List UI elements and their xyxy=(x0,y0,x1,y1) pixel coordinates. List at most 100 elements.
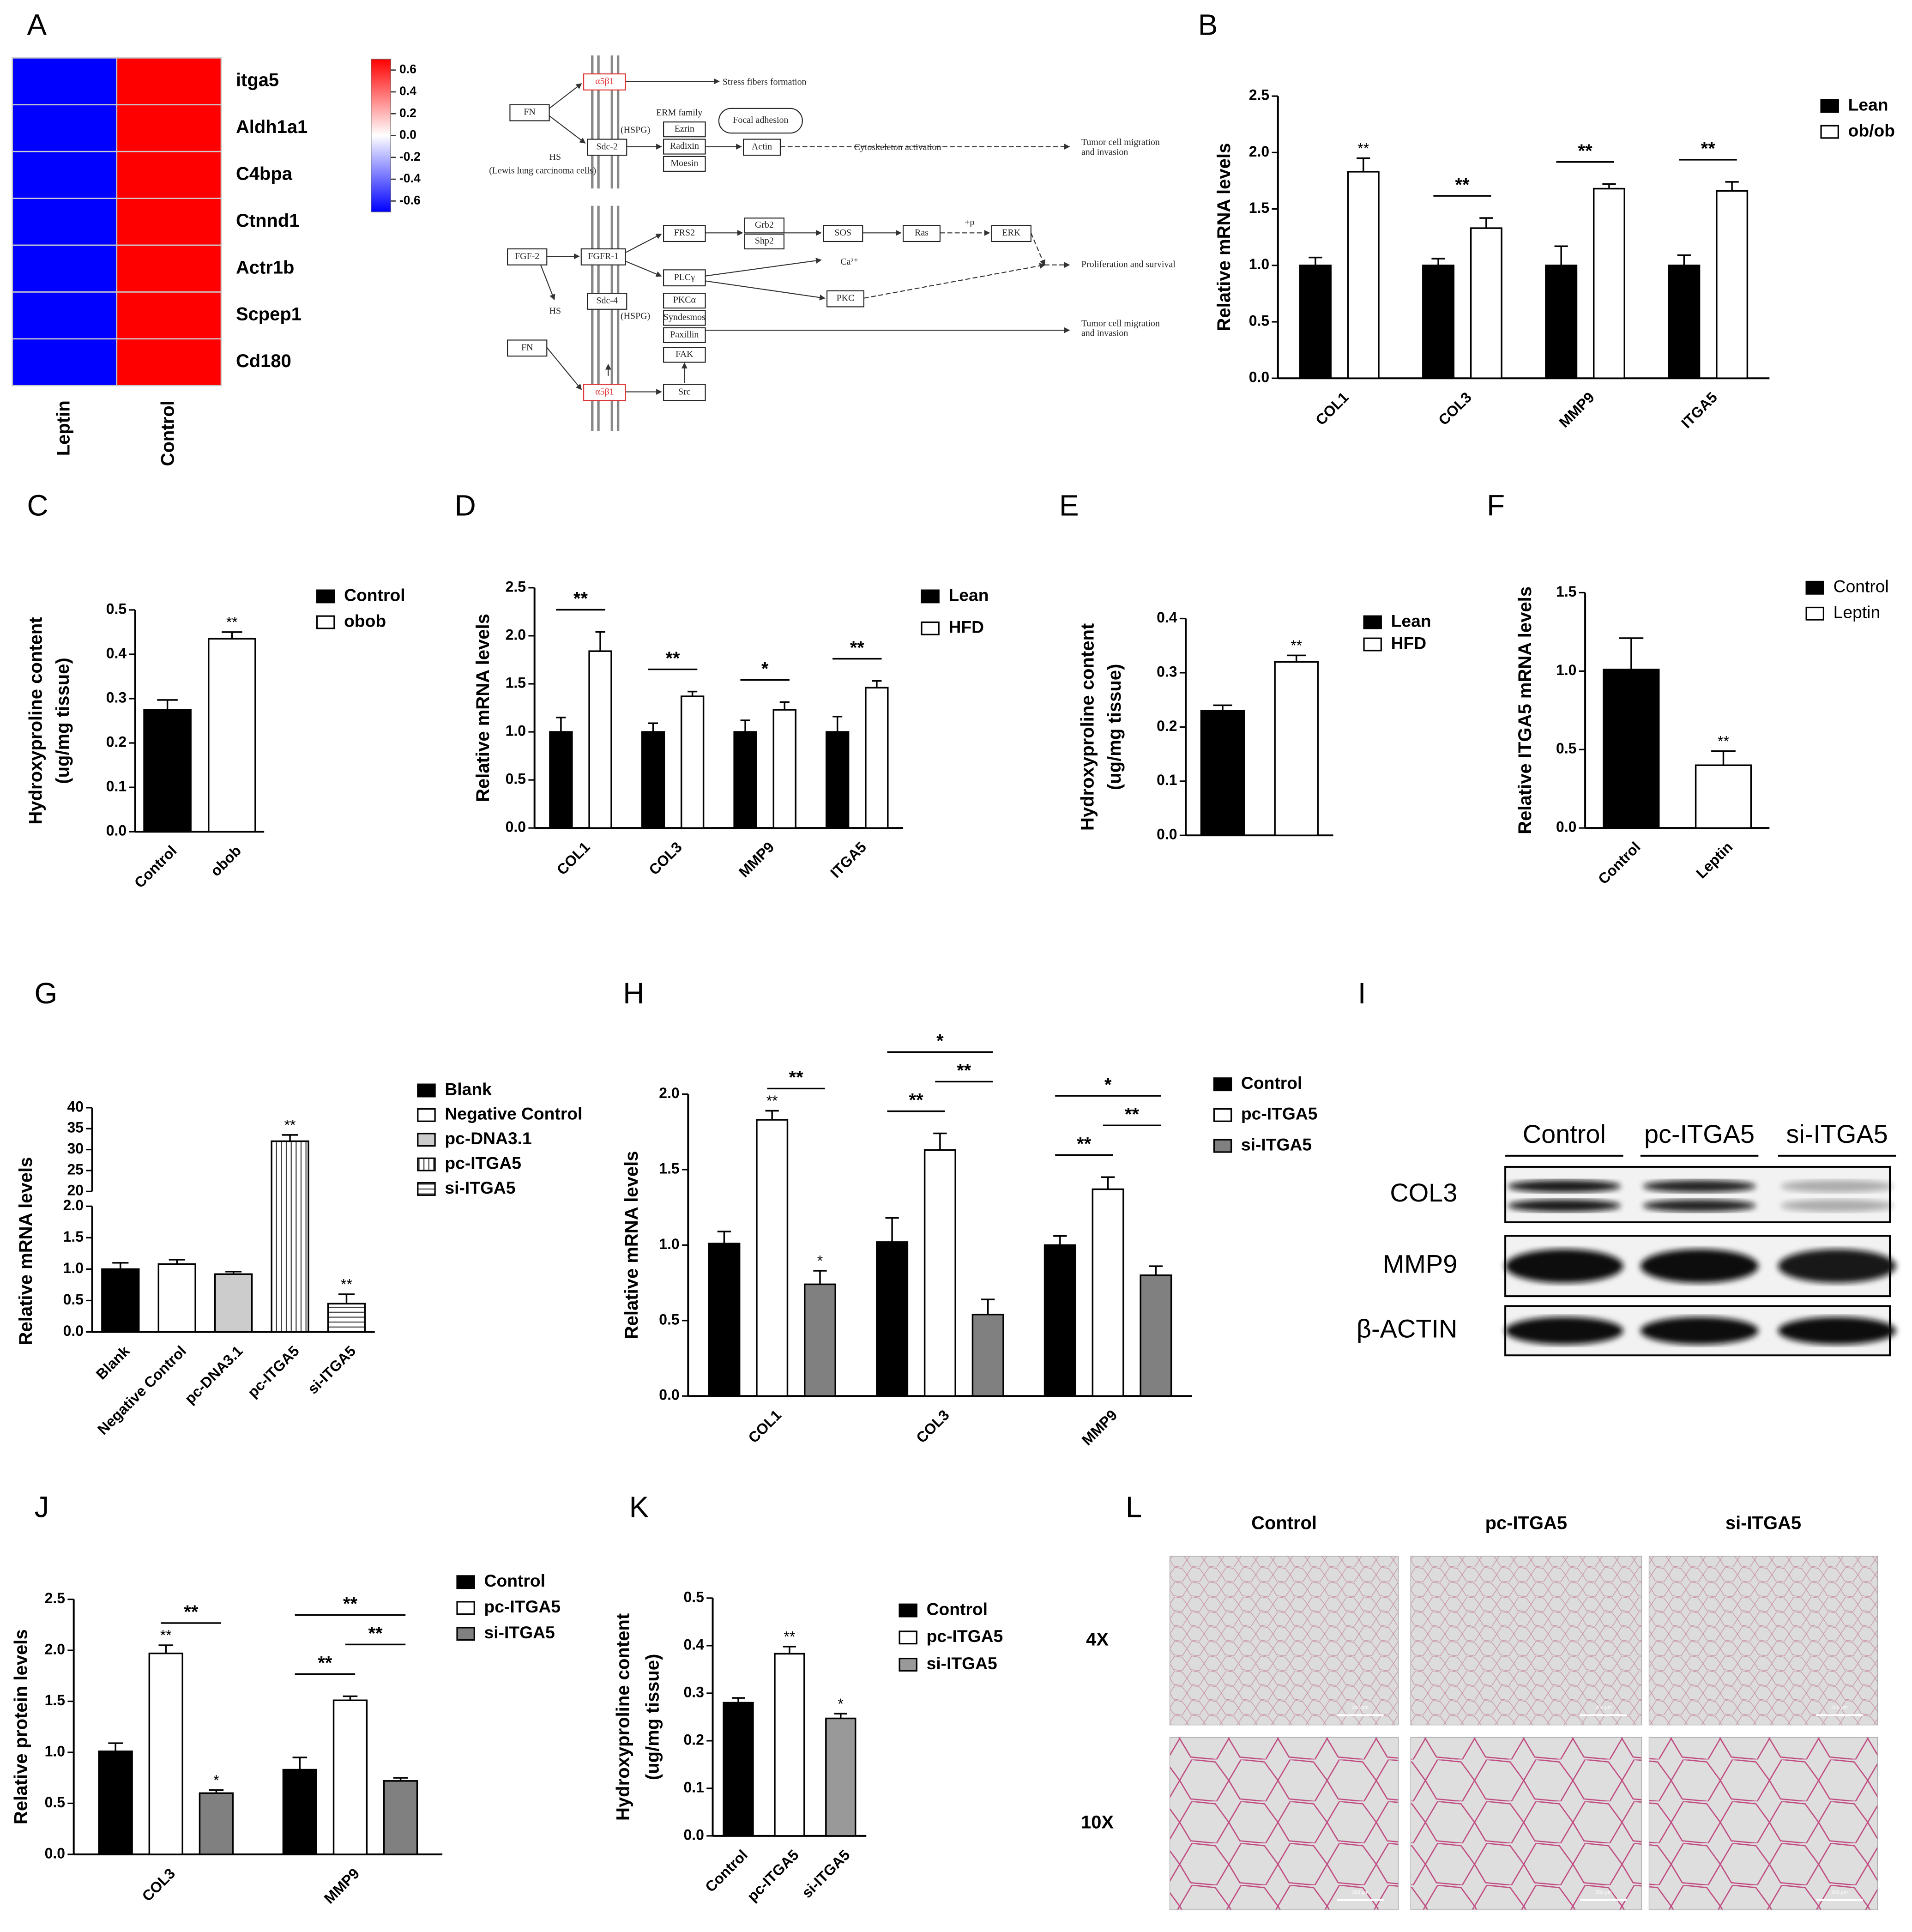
pathway-text: +p xyxy=(965,217,974,228)
pathway-text: Syndesmos xyxy=(663,312,706,322)
bar xyxy=(876,1241,909,1397)
pathway-text: Radixin xyxy=(670,141,699,151)
row-label: C4bpa xyxy=(236,163,293,184)
bar xyxy=(723,1702,754,1837)
bracket-label: ** xyxy=(666,648,681,669)
legend-swatch xyxy=(899,1658,917,1672)
histology-image xyxy=(1169,1556,1399,1726)
panel-label: A xyxy=(27,8,47,42)
pathway-text: ERK xyxy=(1002,228,1020,238)
bar xyxy=(1603,669,1660,829)
x-tick-label: COL3 xyxy=(913,1407,953,1446)
histology-column-label: pc-ITGA5 xyxy=(1485,1513,1567,1533)
x-tick-label: ITGA5 xyxy=(1678,389,1720,431)
blot-band xyxy=(1643,1199,1756,1212)
pathway-arrow xyxy=(705,258,822,277)
pathway-text: PKC xyxy=(837,293,855,303)
y-axis-label: (ug/mg tissue) xyxy=(53,658,73,784)
bar xyxy=(803,1283,836,1397)
pathway-text: Ca²⁺ xyxy=(840,257,858,267)
legend-label: pc-ITGA5 xyxy=(927,1626,1003,1646)
legend-label: Leptin xyxy=(1834,603,1880,622)
y-tick-label: 0.2 xyxy=(106,733,127,750)
bar xyxy=(708,1243,741,1397)
x-tick-label: pc-DNA3.1 xyxy=(181,1342,246,1407)
y-tick-label: 0.0 xyxy=(684,1826,704,1843)
y-tick-label: 1.5 xyxy=(1249,199,1269,216)
bar xyxy=(549,731,573,829)
bar xyxy=(98,1751,133,1855)
legend-label: Control xyxy=(927,1599,988,1618)
y-tick-label: 25 xyxy=(67,1161,84,1177)
colorbar-tick-label: -0.4 xyxy=(399,171,421,185)
pathway-text: FN xyxy=(521,342,533,352)
heatmap-cell xyxy=(116,338,222,386)
blot-band xyxy=(1780,1180,1894,1193)
blot-column-label: Control xyxy=(1523,1119,1606,1148)
pathway-text: α5β1 xyxy=(595,386,614,397)
pathway-text: FGFR-1 xyxy=(588,251,619,261)
bar xyxy=(332,1699,368,1855)
y-tick-label: 0.5 xyxy=(506,770,526,787)
row-label: Cd180 xyxy=(236,351,291,371)
y-axis-label: (ug/mg tissue) xyxy=(1104,664,1125,791)
legend-swatch xyxy=(417,1083,436,1098)
legend-label: Control xyxy=(344,585,405,604)
legend-label: obob xyxy=(344,611,386,630)
bar xyxy=(826,731,850,829)
y-axis-label: Relative mRNA levels xyxy=(473,614,493,802)
colorbar-tick-label: 0.2 xyxy=(399,106,416,120)
legend-label: Control xyxy=(1834,577,1889,596)
legend-swatch xyxy=(417,1182,436,1196)
heatmap-cell xyxy=(12,198,118,246)
colorbar xyxy=(371,59,391,212)
legend-label: si-ITGA5 xyxy=(927,1654,997,1673)
pathway-arrow xyxy=(549,115,586,144)
x-tick-label: obob xyxy=(207,842,245,880)
heatmap-cell xyxy=(12,57,118,106)
y-tick-label: 2.0 xyxy=(1249,143,1269,160)
legend-swatch xyxy=(1213,1139,1232,1153)
histology-column-label: si-ITGA5 xyxy=(1725,1513,1801,1533)
bar xyxy=(1716,190,1749,379)
legend-swatch xyxy=(456,1601,475,1615)
blot-band xyxy=(1640,1249,1759,1283)
pathway-text: Focal adhesion xyxy=(733,115,788,125)
legend-label: pc-ITGA5 xyxy=(1241,1104,1318,1123)
heatmap-cell xyxy=(116,151,222,199)
colorbar-tick-label: -0.2 xyxy=(399,150,421,163)
panel-label: H xyxy=(623,977,644,1010)
pathway-text: HS xyxy=(549,306,561,316)
y-tick-label: 2.0 xyxy=(45,1641,65,1657)
legend-swatch xyxy=(417,1157,436,1171)
bar xyxy=(1299,265,1332,379)
bar xyxy=(208,638,256,833)
y-tick-label: 0.0 xyxy=(1249,369,1269,386)
bracket-label: ** xyxy=(1578,141,1593,161)
pathway-arrow xyxy=(625,260,662,277)
pathway-text: (HSPG) xyxy=(621,125,650,135)
panel-label: L xyxy=(1126,1491,1142,1524)
panel-label: E xyxy=(1059,489,1079,522)
pathway-arrow xyxy=(863,263,1046,299)
pathway-text: Paxillin xyxy=(670,329,699,339)
pathway-node xyxy=(826,290,864,308)
pathway-text: and invasion xyxy=(1081,328,1128,338)
histology-column-label: Control xyxy=(1251,1513,1317,1533)
bar xyxy=(1274,661,1319,836)
x-tick-label: COL3 xyxy=(645,839,685,878)
legend-swatch xyxy=(316,615,335,629)
pathway-text: Ras xyxy=(915,228,929,238)
blot-frame xyxy=(1504,1165,1891,1224)
legend-swatch xyxy=(456,1627,475,1641)
y-tick-label: 0.0 xyxy=(63,1322,84,1339)
significance: ** xyxy=(766,1093,778,1109)
heatmap-cell xyxy=(116,57,222,106)
pathway-text: Ezrin xyxy=(675,124,694,134)
pathway-text: Sdc-2 xyxy=(596,141,618,151)
bracket-label: ** xyxy=(1701,139,1716,159)
pathway-text: Sdc-4 xyxy=(596,296,618,306)
x-tick-label: Leptin xyxy=(1693,839,1736,881)
bar xyxy=(774,1653,805,1837)
y-tick-label: 0.0 xyxy=(45,1845,65,1861)
